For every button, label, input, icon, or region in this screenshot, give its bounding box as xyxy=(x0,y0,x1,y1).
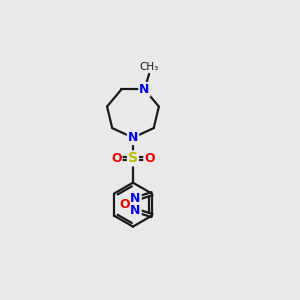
Text: O: O xyxy=(144,152,155,165)
Text: S: S xyxy=(128,152,138,165)
Text: N: N xyxy=(139,83,150,96)
Text: N: N xyxy=(130,193,141,206)
Text: N: N xyxy=(130,204,141,217)
Text: O: O xyxy=(111,152,122,165)
Text: CH₃: CH₃ xyxy=(140,62,159,72)
Text: N: N xyxy=(128,131,138,144)
Text: O: O xyxy=(119,198,130,211)
